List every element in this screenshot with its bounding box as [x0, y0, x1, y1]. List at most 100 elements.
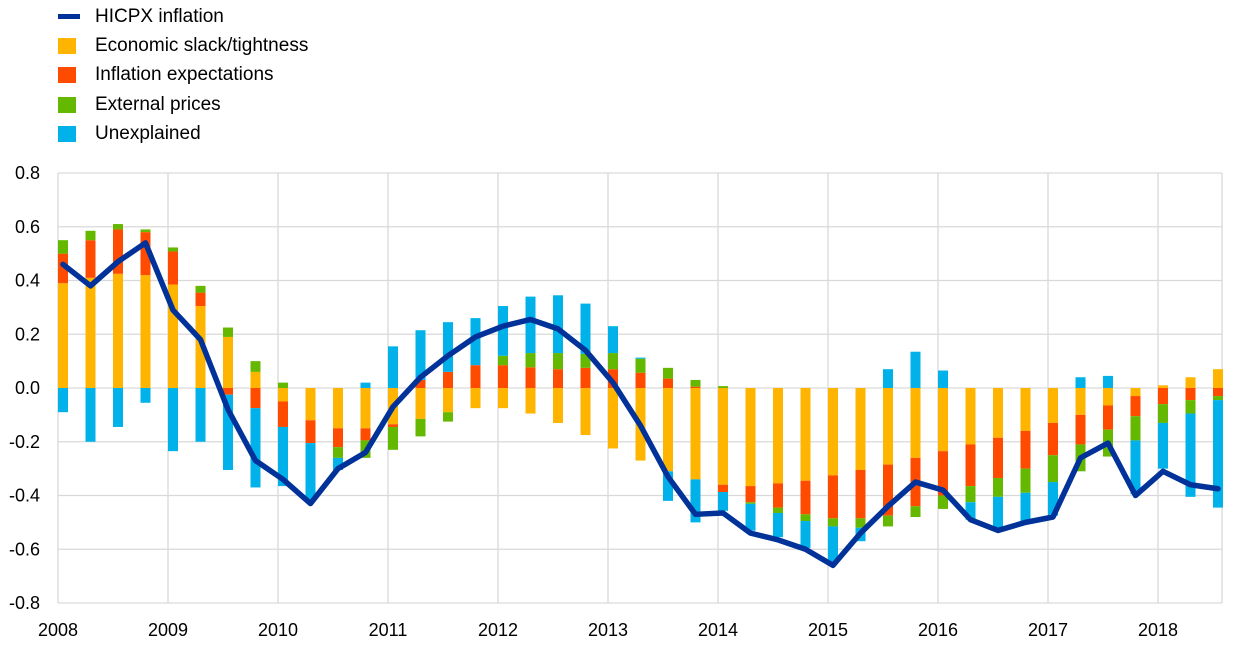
bar-segment [498, 306, 508, 356]
hicpx-inflation-line [60, 240, 1221, 569]
bar-segment [168, 284, 178, 388]
bar-segment [663, 471, 673, 501]
bar-segment [1075, 414, 1086, 445]
bar-segment [828, 475, 838, 519]
bar-segment [773, 388, 783, 484]
bar-segment [140, 388, 151, 403]
bar-segment [635, 358, 646, 373]
bar-segment [525, 388, 536, 414]
bar-segment [745, 502, 756, 504]
legend-color-swatch [58, 67, 76, 84]
bar-segment [305, 420, 316, 444]
bar-segment [168, 388, 178, 452]
bar-segment [608, 388, 618, 449]
bar-segment [140, 232, 151, 276]
bar-segment [745, 503, 756, 531]
legend-color-swatch [58, 96, 76, 113]
bar-segment [360, 382, 371, 388]
x-tick-label: 2012 [478, 620, 518, 640]
y-tick-label: 0.4 [15, 271, 40, 291]
bar-segment [828, 388, 838, 476]
x-tick-label: 2017 [1028, 620, 1068, 640]
bar-segment [1185, 400, 1196, 414]
legend-item: Unexplained [58, 119, 308, 148]
bar-segment [250, 371, 261, 388]
legend-item: Economic slack/tightness [58, 31, 308, 60]
bar-segment [993, 496, 1003, 528]
bar-segment [938, 370, 948, 388]
bar-segment [168, 251, 178, 285]
bar-segment [195, 292, 206, 307]
bar-segment [580, 303, 591, 354]
bar-segment [800, 521, 811, 548]
bar-segment [278, 382, 288, 388]
bar-segment [965, 502, 976, 520]
bar-segment [223, 336, 233, 388]
bar-segment [333, 428, 343, 448]
bar-segment [223, 394, 233, 470]
legend-color-swatch [58, 37, 76, 54]
legend-label: Unexplained [95, 122, 201, 144]
bar-segment [525, 367, 536, 388]
x-tick-label: 2018 [1138, 620, 1178, 640]
bar-segment [855, 388, 866, 470]
bar-segment [800, 480, 811, 515]
bar-segment [910, 506, 921, 517]
bar-segment [773, 512, 783, 538]
bar-segment [690, 479, 701, 523]
legend-label: HICPX inflation [95, 5, 224, 27]
x-tick-label: 2009 [148, 620, 188, 640]
bar-segment [305, 388, 316, 421]
bar-segment [525, 296, 536, 354]
bar-segment [993, 437, 1003, 479]
bar-segment [1185, 377, 1196, 388]
bar-segment [553, 388, 563, 423]
y-tick-label: 0.8 [15, 163, 40, 183]
legend-item: Inflation expectations [58, 61, 308, 90]
bar-segment [333, 457, 343, 470]
bar-segment [1185, 388, 1196, 401]
bar-segment [415, 388, 426, 419]
bar-segment [1103, 388, 1113, 406]
bar-segment [113, 229, 123, 274]
x-tick-label: 2013 [588, 620, 628, 640]
x-tick-label: 2014 [698, 620, 738, 640]
x-tick-label: 2011 [369, 620, 408, 640]
x-tick-label: 2010 [258, 620, 298, 640]
bar-segment [85, 240, 96, 278]
bar-segment [1103, 405, 1113, 430]
bar-segment [113, 224, 123, 230]
bar-segment [1048, 422, 1058, 456]
bar-segment [1213, 369, 1223, 388]
bar-segment [498, 365, 508, 388]
bar-segment [113, 273, 123, 388]
bar-segment [1130, 388, 1141, 397]
bar-segment [85, 277, 96, 388]
bar-segment [828, 526, 838, 565]
y-tick-label: -0.8 [9, 593, 40, 613]
bar-segment [608, 326, 618, 354]
bar-segment [195, 285, 206, 293]
bar-segment [828, 518, 838, 527]
bar-segment [635, 357, 646, 359]
bar-segment [553, 369, 563, 388]
bar-segment [443, 388, 453, 413]
bar-segment [1130, 416, 1141, 441]
bar-segment [443, 371, 453, 388]
bar-segment [1048, 455, 1058, 483]
bar-segment [938, 388, 948, 452]
legend-item: External prices [58, 90, 308, 119]
bar-segment [498, 388, 508, 409]
bar-segment [470, 388, 481, 409]
bar-segment [278, 388, 288, 402]
bar-segment [883, 388, 893, 465]
bar-segment [580, 353, 591, 368]
bar-segment [1075, 377, 1086, 388]
bar-segment [663, 388, 673, 472]
y-tick-label: -0.2 [9, 432, 40, 452]
bar-segment [1130, 440, 1141, 495]
bar-segment [745, 486, 756, 503]
bar-segment [718, 386, 728, 388]
bar-segment [140, 275, 151, 388]
